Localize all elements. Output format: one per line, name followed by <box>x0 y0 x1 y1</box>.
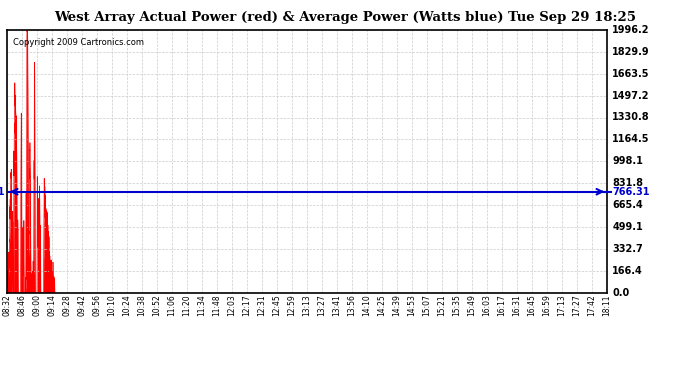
Text: West Array Actual Power (red) & Average Power (Watts blue) Tue Sep 29 18:25: West Array Actual Power (red) & Average … <box>54 11 636 24</box>
Text: 11:48: 11:48 <box>213 294 221 316</box>
Text: 166.4: 166.4 <box>613 266 643 276</box>
Text: 15:35: 15:35 <box>453 294 462 316</box>
Text: 15:21: 15:21 <box>437 294 446 316</box>
Text: 16:03: 16:03 <box>482 294 492 316</box>
Text: 16:45: 16:45 <box>528 294 537 316</box>
Text: 10:52: 10:52 <box>152 294 161 316</box>
Text: 1829.9: 1829.9 <box>613 47 650 57</box>
Text: 1164.5: 1164.5 <box>613 134 650 144</box>
Text: 12:17: 12:17 <box>242 294 252 316</box>
Text: Copyright 2009 Cartronics.com: Copyright 2009 Cartronics.com <box>13 38 144 47</box>
Text: 08:32: 08:32 <box>2 294 12 316</box>
Text: 1996.2: 1996.2 <box>613 25 650 35</box>
Text: 10:10: 10:10 <box>108 294 117 316</box>
Text: 11:34: 11:34 <box>197 294 206 316</box>
Text: 09:56: 09:56 <box>92 294 101 316</box>
Text: 11:06: 11:06 <box>168 294 177 316</box>
Text: 1330.8: 1330.8 <box>613 112 650 123</box>
Text: 14:53: 14:53 <box>408 294 417 316</box>
Text: 09:14: 09:14 <box>48 294 57 316</box>
Text: 13:13: 13:13 <box>302 294 312 316</box>
Text: 15:07: 15:07 <box>422 294 432 316</box>
Text: 10:24: 10:24 <box>122 294 132 316</box>
Text: 09:42: 09:42 <box>77 294 86 316</box>
Text: 08:46: 08:46 <box>17 294 26 316</box>
Text: 499.1: 499.1 <box>613 222 643 232</box>
Text: 12:31: 12:31 <box>257 294 266 316</box>
Text: 17:42: 17:42 <box>588 294 597 316</box>
Text: 12:59: 12:59 <box>288 294 297 316</box>
Text: 13:27: 13:27 <box>317 294 326 316</box>
Text: 12:45: 12:45 <box>273 294 282 316</box>
Text: 13:41: 13:41 <box>333 294 342 316</box>
Text: 10:38: 10:38 <box>137 294 146 316</box>
Text: 766.31: 766.31 <box>613 187 650 197</box>
Text: 665.4: 665.4 <box>613 200 643 210</box>
Text: 18:11: 18:11 <box>602 294 612 316</box>
Text: 332.7: 332.7 <box>613 244 643 254</box>
Text: 1663.5: 1663.5 <box>613 69 650 79</box>
Text: 16:31: 16:31 <box>513 294 522 316</box>
Text: 13:56: 13:56 <box>348 294 357 316</box>
Text: 15:49: 15:49 <box>468 294 477 316</box>
Text: 766.31: 766.31 <box>0 187 5 197</box>
Text: 17:13: 17:13 <box>558 294 566 316</box>
Text: 09:28: 09:28 <box>62 294 72 316</box>
Text: 11:20: 11:20 <box>182 294 192 316</box>
Text: 09:00: 09:00 <box>32 294 41 316</box>
Text: 16:59: 16:59 <box>542 294 552 316</box>
Text: 12:03: 12:03 <box>228 294 237 316</box>
Text: 1497.2: 1497.2 <box>613 91 650 101</box>
Text: 17:27: 17:27 <box>573 294 582 316</box>
Text: 16:17: 16:17 <box>497 294 506 316</box>
Text: 998.1: 998.1 <box>613 156 643 166</box>
Text: 14:39: 14:39 <box>393 294 402 316</box>
Text: 0.0: 0.0 <box>613 288 629 297</box>
Text: 14:25: 14:25 <box>377 294 386 316</box>
Text: 14:10: 14:10 <box>362 294 372 316</box>
Text: 831.8: 831.8 <box>613 178 643 188</box>
